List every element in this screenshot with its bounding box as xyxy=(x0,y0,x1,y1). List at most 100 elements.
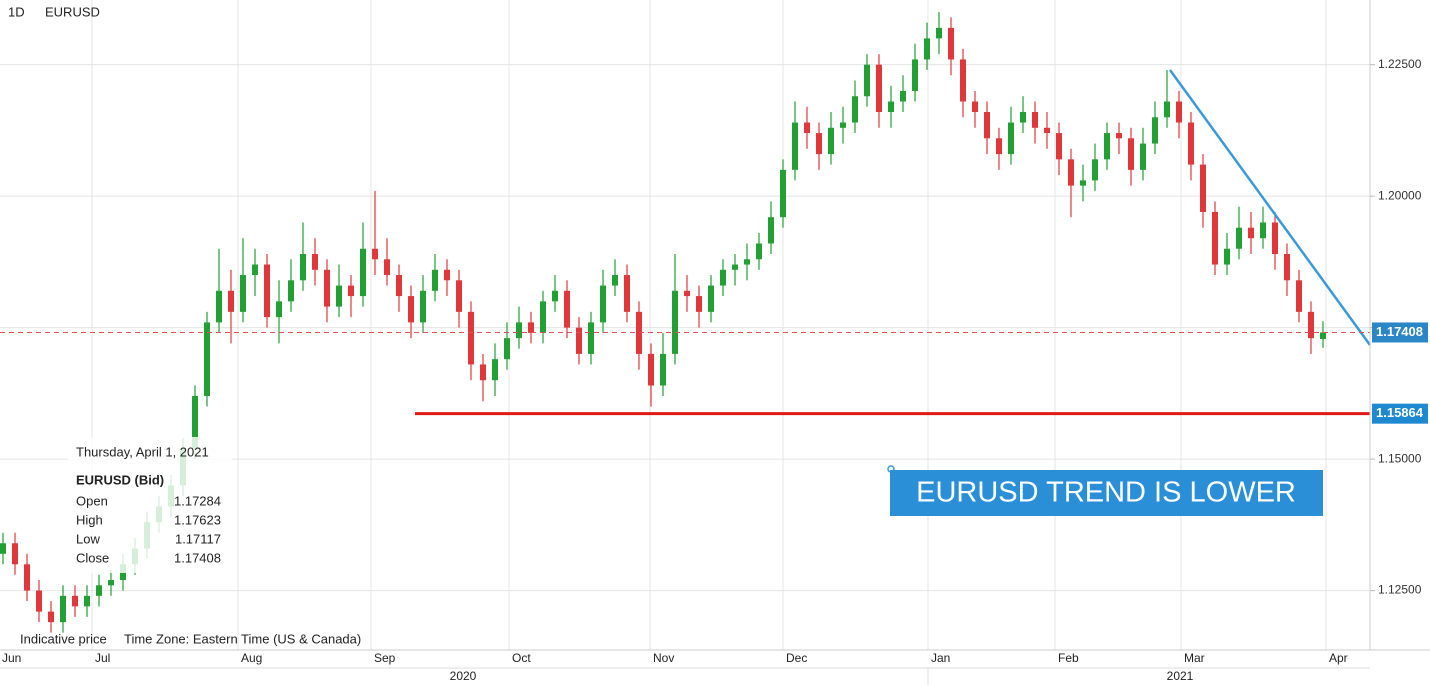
candle-body xyxy=(900,90,906,102)
candle-body xyxy=(312,254,318,270)
candle-body xyxy=(1152,117,1158,144)
support-price-label: 1.15864 xyxy=(1376,405,1424,420)
candle-body xyxy=(1008,122,1014,155)
candle-body xyxy=(504,338,510,360)
candle-body xyxy=(648,353,654,386)
candle-body xyxy=(1224,248,1230,265)
candle-body xyxy=(228,290,234,312)
x-tick-label: Dec xyxy=(786,651,807,665)
x-tick-label: Apr xyxy=(1329,651,1348,665)
candle-body xyxy=(1092,159,1098,181)
candle-body xyxy=(444,269,450,281)
candle-body xyxy=(456,280,462,312)
y-tick-label: 1.22500 xyxy=(1378,57,1422,71)
candle-body xyxy=(1320,332,1326,339)
candle-body xyxy=(336,285,342,307)
candle-body xyxy=(1080,180,1086,186)
candle-body xyxy=(1188,122,1194,165)
candle-body xyxy=(408,296,414,323)
candle-body xyxy=(1116,133,1122,139)
x-tick-label: Mar xyxy=(1184,651,1205,665)
candle-body xyxy=(492,359,498,381)
candle-body xyxy=(480,364,486,381)
candle-body xyxy=(852,96,858,123)
trend-line xyxy=(1168,69,1372,346)
candle-body xyxy=(972,101,978,113)
candle-body xyxy=(192,395,198,449)
candle-body xyxy=(804,122,810,134)
candle-body xyxy=(684,290,690,297)
candle-body xyxy=(1200,164,1206,212)
axes: 1.125001.150001.175001.200001.22500JunJu… xyxy=(2,57,1428,683)
candle-body xyxy=(108,580,114,586)
candle-body xyxy=(12,543,18,565)
candles xyxy=(0,12,1326,633)
candle-body xyxy=(588,322,594,354)
y-tick-label: 1.20000 xyxy=(1378,188,1422,202)
candle-body xyxy=(792,122,798,170)
x-tick-label: Sep xyxy=(374,651,396,665)
candle-body xyxy=(672,290,678,354)
candle-body xyxy=(1056,133,1062,160)
annotation-text: EURUSD TREND IS LOWER xyxy=(916,477,1296,509)
candle-body xyxy=(936,27,942,39)
candle-body xyxy=(360,248,366,297)
candle-body xyxy=(240,275,246,312)
candle-body xyxy=(0,543,6,554)
info-value: 1.17408 xyxy=(174,550,221,565)
current-price-label: 1.17408 xyxy=(1376,324,1423,339)
candle-body xyxy=(84,595,90,607)
candle-body xyxy=(264,264,270,318)
y-tick-label: 1.15000 xyxy=(1378,451,1422,465)
symbol: EURUSD xyxy=(45,4,100,19)
info-date: Thursday, April 1, 2021 xyxy=(76,444,209,459)
candle-body xyxy=(1044,127,1050,134)
candle-body xyxy=(300,254,306,281)
candle-body xyxy=(1032,112,1038,128)
candle-body xyxy=(732,264,738,270)
info-value: 1.17623 xyxy=(174,512,221,527)
candle-body xyxy=(216,290,222,323)
candle-body xyxy=(36,590,42,612)
year-label: 2020 xyxy=(450,669,477,683)
candle-body xyxy=(1236,227,1242,249)
overlays xyxy=(0,69,1372,416)
candle-body xyxy=(828,127,834,155)
x-tick-label: Nov xyxy=(653,651,674,665)
interval: 1D xyxy=(8,4,25,19)
candle-body xyxy=(1284,254,1290,281)
x-tick-label: Jun xyxy=(2,651,21,665)
candle-body xyxy=(1164,101,1170,118)
candle-body xyxy=(420,290,426,323)
candle-body xyxy=(756,243,762,260)
y-tick-label: 1.12500 xyxy=(1378,583,1422,597)
annotation-box xyxy=(890,470,1323,516)
candle-body xyxy=(924,38,930,60)
candle-body xyxy=(960,59,966,102)
candle-body xyxy=(1296,280,1302,312)
candle-body xyxy=(1212,211,1218,265)
candle-body xyxy=(552,290,558,302)
candle-body xyxy=(1260,222,1266,239)
candle-body xyxy=(600,285,606,323)
candle-body xyxy=(1128,138,1134,170)
x-tick-label: Aug xyxy=(241,651,262,665)
info-background xyxy=(68,437,232,573)
candle-body xyxy=(96,585,102,596)
info-value: 1.17117 xyxy=(175,531,221,546)
annotation: EURUSD TREND IS LOWER xyxy=(887,465,1323,516)
info-label: High xyxy=(76,512,103,527)
candle-body xyxy=(912,59,918,91)
candle-body xyxy=(564,290,570,328)
candle-body xyxy=(276,301,282,318)
candle-body xyxy=(204,322,210,396)
candle-body xyxy=(540,301,546,333)
support-price-tag xyxy=(1372,403,1428,424)
grid xyxy=(0,0,1370,650)
current-price-tag xyxy=(1372,322,1428,343)
info-label: Close xyxy=(76,550,109,565)
candle-body xyxy=(1272,222,1278,255)
candle-body xyxy=(516,322,522,339)
candle-body xyxy=(468,311,474,365)
